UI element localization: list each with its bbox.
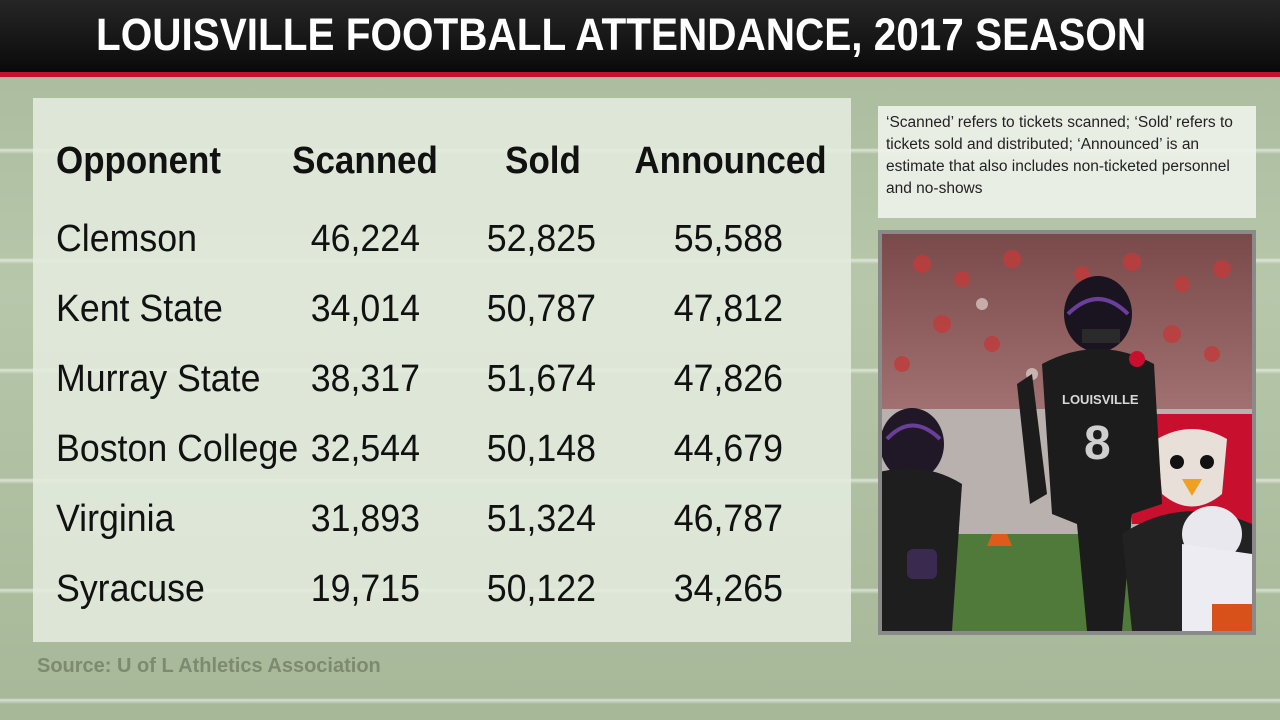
announced-cell: 47,826 bbox=[673, 358, 783, 400]
opponent-cell: Clemson bbox=[56, 218, 197, 260]
player-photo-image: LOUISVILLE 8 bbox=[882, 234, 1252, 631]
table-row: Boston College 32,544 50,148 44,679 bbox=[33, 428, 851, 488]
header-opponent: Opponent bbox=[56, 140, 222, 182]
announced-cell: 47,812 bbox=[673, 288, 783, 330]
player-photo: LOUISVILLE 8 bbox=[878, 230, 1256, 635]
source-note: Source: U of L Athletics Association bbox=[37, 655, 381, 677]
table-header: Opponent Scanned Sold Announced bbox=[33, 140, 851, 200]
announced-cell: 44,679 bbox=[673, 428, 783, 470]
opponent-cell: Virginia bbox=[56, 498, 175, 540]
opponent-cell: Syracuse bbox=[56, 568, 205, 610]
sold-cell: 51,324 bbox=[486, 498, 596, 540]
table-row: Murray State 38,317 51,674 47,826 bbox=[33, 358, 851, 418]
table-row: Virginia 31,893 51,324 46,787 bbox=[33, 498, 851, 558]
definition-note: ‘Scanned’ refers to tickets scanned; ‘So… bbox=[878, 106, 1256, 218]
opponent-cell: Kent State bbox=[56, 288, 223, 330]
header-sold: Sold bbox=[505, 140, 581, 182]
opponent-cell: Boston College bbox=[56, 428, 299, 470]
header-announced: Announced bbox=[634, 140, 827, 182]
jersey-text: LOUISVILLE bbox=[1062, 392, 1139, 407]
table-row: Clemson 46,224 52,825 55,588 bbox=[33, 218, 851, 278]
header-scanned: Scanned bbox=[292, 140, 438, 182]
title-bar: LOUISVILLE FOOTBALL ATTENDANCE, 2017 SEA… bbox=[0, 0, 1280, 77]
scanned-cell: 34,014 bbox=[310, 288, 420, 330]
sold-cell: 50,787 bbox=[486, 288, 596, 330]
opponent-cell: Murray State bbox=[56, 358, 261, 400]
scanned-cell: 31,893 bbox=[310, 498, 420, 540]
scanned-cell: 38,317 bbox=[310, 358, 420, 400]
scanned-cell: 32,544 bbox=[310, 428, 420, 470]
table-row: Kent State 34,014 50,787 47,812 bbox=[33, 288, 851, 348]
sold-cell: 50,148 bbox=[486, 428, 596, 470]
announced-cell: 55,588 bbox=[673, 218, 783, 260]
sold-cell: 50,122 bbox=[486, 568, 596, 610]
attendance-table: Opponent Scanned Sold Announced Clemson 4… bbox=[33, 98, 851, 642]
sold-cell: 51,674 bbox=[486, 358, 596, 400]
announced-cell: 46,787 bbox=[673, 498, 783, 540]
definition-text: ‘Scanned’ refers to tickets scanned; ‘So… bbox=[886, 114, 1233, 197]
announced-cell: 34,265 bbox=[673, 568, 783, 610]
scanned-cell: 46,224 bbox=[310, 218, 420, 260]
scanned-cell: 19,715 bbox=[310, 568, 420, 610]
jersey-number: 8 bbox=[1084, 417, 1111, 470]
table-row: Syracuse 19,715 50,122 34,265 bbox=[33, 568, 851, 628]
sold-cell: 52,825 bbox=[486, 218, 596, 260]
page-title: LOUISVILLE FOOTBALL ATTENDANCE, 2017 SEA… bbox=[96, 9, 1147, 60]
